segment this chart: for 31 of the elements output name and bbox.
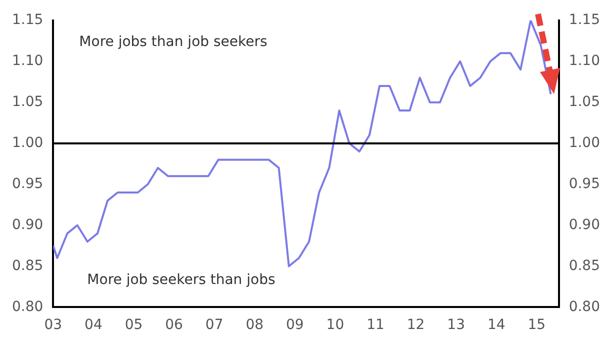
y-tick-label: 1.00 <box>12 134 44 151</box>
y-tick-label: 0.95 <box>12 176 44 192</box>
x-tick-label: 06 <box>165 317 184 334</box>
x-tick-label: 03 <box>44 317 62 334</box>
x-tick-label: 08 <box>246 317 264 334</box>
x-tick-label: 13 <box>447 317 465 334</box>
x-tick-label: 05 <box>124 317 143 334</box>
x-tick-label: 09 <box>286 317 304 334</box>
y-tick-label: 0.80 <box>12 298 44 315</box>
y-tick-label: 1.10 <box>12 53 44 70</box>
y2-tick-label: 0.85 <box>568 258 600 274</box>
x-tick-label: 11 <box>366 317 384 334</box>
x-tick-label: 07 <box>205 317 224 334</box>
x-tick-label: 14 <box>487 317 506 334</box>
annotation: More jobs than job seekers <box>79 34 268 50</box>
x-tick-label: 12 <box>406 317 425 334</box>
y2-tick-label: 1.05 <box>568 94 600 110</box>
y-tick-label: 0.85 <box>12 258 44 274</box>
y2-tick-label: 0.80 <box>568 298 600 315</box>
y-tick-label: 1.05 <box>12 94 44 110</box>
y2-tick-label: 1.10 <box>568 53 600 70</box>
x-tick-label: 10 <box>326 317 344 334</box>
y2-tick-label: 1.15 <box>568 12 600 28</box>
y2-tick-label: 0.95 <box>568 176 600 192</box>
y-tick-label: 0.90 <box>12 216 44 233</box>
y2-tick-label: 0.90 <box>568 216 600 233</box>
y-tick-label: 1.15 <box>12 12 44 28</box>
y2-tick-label: 1.00 <box>568 134 600 151</box>
x-tick-label: 15 <box>528 317 546 334</box>
annotation: More job seekers than jobs <box>87 272 276 288</box>
x-tick-label: 04 <box>84 317 102 334</box>
